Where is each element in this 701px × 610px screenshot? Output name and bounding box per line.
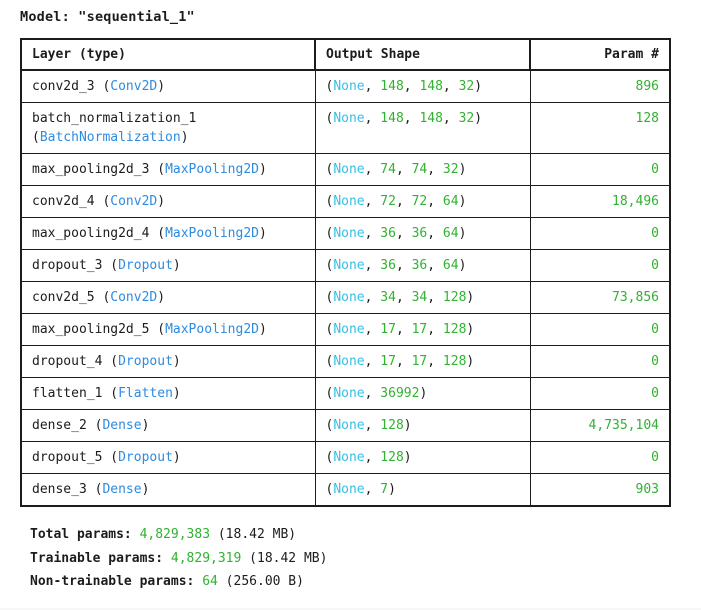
layer-cell: flatten_1 (Flatten): [20, 377, 316, 410]
param-count-cell: 128: [529, 102, 671, 154]
output-shape-cell: (None, 128): [314, 409, 531, 442]
output-shape-cell: (None, 36, 36, 64): [314, 249, 531, 282]
layer-cell: conv2d_3 (Conv2D): [20, 69, 316, 103]
table-row: dense_2 (Dense) (None, 128) 4,735,104: [20, 409, 671, 442]
layer-cell: dense_2 (Dense): [20, 409, 316, 442]
table-row: conv2d_3 (Conv2D) (None, 148, 148, 32) 8…: [20, 69, 671, 103]
param-count-cell: 4,735,104: [529, 409, 671, 442]
header-output-shape: Output Shape: [314, 38, 531, 71]
param-count-cell: 18,496: [529, 185, 671, 218]
param-count-cell: 0: [529, 217, 671, 250]
layer-cell: batch_normalization_1 (BatchNormalizatio…: [20, 102, 316, 154]
layer-cell: dropout_3 (Dropout): [20, 249, 316, 282]
header-param-count: Param #: [529, 38, 671, 71]
param-count-cell: 0: [529, 313, 671, 346]
layer-cell: max_pooling2d_4 (MaxPooling2D): [20, 217, 316, 250]
param-count-cell: 0: [529, 345, 671, 378]
table-row: dense_3 (Dense) (None, 7) 903: [20, 473, 671, 507]
non-trainable-params-line: Non-trainable params: 64 (256.00 B): [30, 570, 701, 594]
trainable-params-label: Trainable params:: [30, 550, 164, 566]
total-params-value: 4,829,383: [139, 527, 211, 542]
output-shape-cell: (None, 34, 34, 128): [314, 281, 531, 314]
output-shape-cell: (None, 148, 148, 32): [314, 69, 531, 103]
table-row: max_pooling2d_4 (MaxPooling2D) (None, 36…: [20, 217, 671, 250]
output-shape-cell: (None, 17, 17, 128): [314, 313, 531, 346]
output-shape-cell: (None, 36, 36, 64): [314, 217, 531, 250]
non-trainable-params-value: 64: [202, 574, 218, 589]
param-count-cell: 0: [529, 441, 671, 474]
layer-cell: dropout_4 (Dropout): [20, 345, 316, 378]
model-summary-table: Layer (type) Output Shape Param # conv2d…: [20, 38, 671, 507]
layer-cell: max_pooling2d_5 (MaxPooling2D): [20, 313, 316, 346]
header-layer-type: Layer (type): [20, 38, 316, 71]
table-body: conv2d_3 (Conv2D) (None, 148, 148, 32) 8…: [20, 69, 671, 507]
total-params-label: Total params:: [30, 527, 132, 542]
trainable-params-value: 4,829,319: [170, 550, 242, 566]
output-shape-cell: (None, 72, 72, 64): [314, 185, 531, 218]
param-count-cell: 0: [529, 377, 671, 410]
table-row: dropout_4 (Dropout) (None, 17, 17, 128) …: [20, 345, 671, 378]
param-count-cell: 0: [529, 153, 671, 186]
non-trainable-params-size: (256.00 B): [217, 574, 304, 589]
table-row: max_pooling2d_3 (MaxPooling2D) (None, 74…: [20, 153, 671, 186]
table-row: dropout_3 (Dropout) (None, 36, 36, 64) 0: [20, 249, 671, 282]
trainable-params-line: Trainable params: 4,829,319 (18.42 MB): [30, 547, 701, 571]
table-row: flatten_1 (Flatten) (None, 36992) 0: [20, 377, 671, 410]
table-header-row: Layer (type) Output Shape Param #: [20, 38, 671, 71]
table-row: batch_normalization_1 (BatchNormalizatio…: [20, 102, 671, 154]
trainable-params-size: (18.42 MB): [241, 550, 328, 566]
total-params-line: Total params: 4,829,383 (18.42 MB): [30, 523, 701, 547]
param-count-cell: 896: [529, 69, 671, 103]
total-params-size: (18.42 MB): [210, 527, 297, 542]
table-row: max_pooling2d_5 (MaxPooling2D) (None, 17…: [20, 313, 671, 346]
table-row: conv2d_4 (Conv2D) (None, 72, 72, 64) 18,…: [20, 185, 671, 218]
output-shape-cell: (None, 148, 148, 32): [314, 102, 531, 154]
notebook-output: Model: "sequential_1" Layer (type) Outpu…: [0, 9, 701, 610]
param-count-cell: 903: [529, 473, 671, 507]
output-shape-cell: (None, 128): [314, 441, 531, 474]
layer-cell: conv2d_5 (Conv2D): [20, 281, 316, 314]
output-shape-cell: (None, 36992): [314, 377, 531, 410]
table-row: dropout_5 (Dropout) (None, 128) 0: [20, 441, 671, 474]
layer-cell: dense_3 (Dense): [20, 473, 316, 507]
param-count-cell: 73,856: [529, 281, 671, 314]
model-title: Model: "sequential_1": [20, 9, 195, 25]
param-count-cell: 0: [529, 249, 671, 282]
layer-cell: max_pooling2d_3 (MaxPooling2D): [20, 153, 316, 186]
table-row: conv2d_5 (Conv2D) (None, 34, 34, 128) 73…: [20, 281, 671, 314]
non-trainable-params-label: Non-trainable params:: [30, 574, 195, 589]
output-shape-cell: (None, 74, 74, 32): [314, 153, 531, 186]
layer-cell: dropout_5 (Dropout): [20, 441, 316, 474]
params-summary: Total params: 4,829,383 (18.42 MB) Train…: [30, 523, 701, 594]
layer-cell: conv2d_4 (Conv2D): [20, 185, 316, 218]
output-cell-edge: [0, 608, 701, 610]
output-shape-cell: (None, 7): [314, 473, 531, 507]
output-shape-cell: (None, 17, 17, 128): [314, 345, 531, 378]
